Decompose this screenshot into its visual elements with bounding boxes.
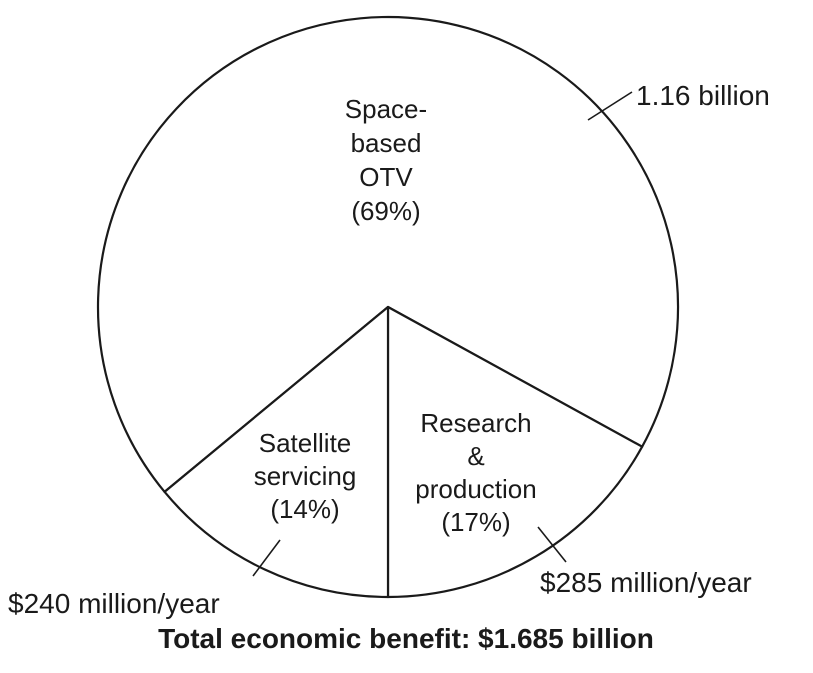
research-label: Research & production (17%) xyxy=(415,408,536,537)
satellite-value-leader-line xyxy=(252,539,281,577)
satellite-label: Satellite servicing (14%) xyxy=(254,428,357,524)
research-label-line: production xyxy=(415,474,536,504)
otv-label-line: (69%) xyxy=(351,196,420,226)
otv-label-line: Space- xyxy=(345,94,427,124)
satellite-value-label: $240 million/year xyxy=(8,588,220,619)
research-label-line: Research xyxy=(420,408,531,438)
slice-space-based-otv xyxy=(96,15,680,493)
research-value-leader-line xyxy=(537,526,567,563)
slice-research-production xyxy=(386,305,644,599)
otv-label-line: based xyxy=(351,128,422,158)
otv-label-line: OTV xyxy=(359,162,413,192)
labels-layer: Space-based OTV (69%)Research & production (1… xyxy=(8,80,770,619)
otv-value-label: 1.16 billion xyxy=(636,80,770,111)
slices-layer xyxy=(96,15,680,599)
slice-satellite-servicing xyxy=(163,305,390,599)
satellite-label-line: servicing xyxy=(254,461,357,491)
chart-title: Total economic benefit: $1.685 billion xyxy=(158,623,654,654)
otv-label: Space-based OTV (69%) xyxy=(345,94,427,226)
otv-value-leader-line xyxy=(587,91,633,121)
satellite-label-line: (14%) xyxy=(270,494,339,524)
satellite-label-line: Satellite xyxy=(259,428,352,458)
research-label-line: (17%) xyxy=(441,507,510,537)
research-label-line: & xyxy=(467,441,484,471)
research-value-label: $285 million/year xyxy=(540,567,752,598)
